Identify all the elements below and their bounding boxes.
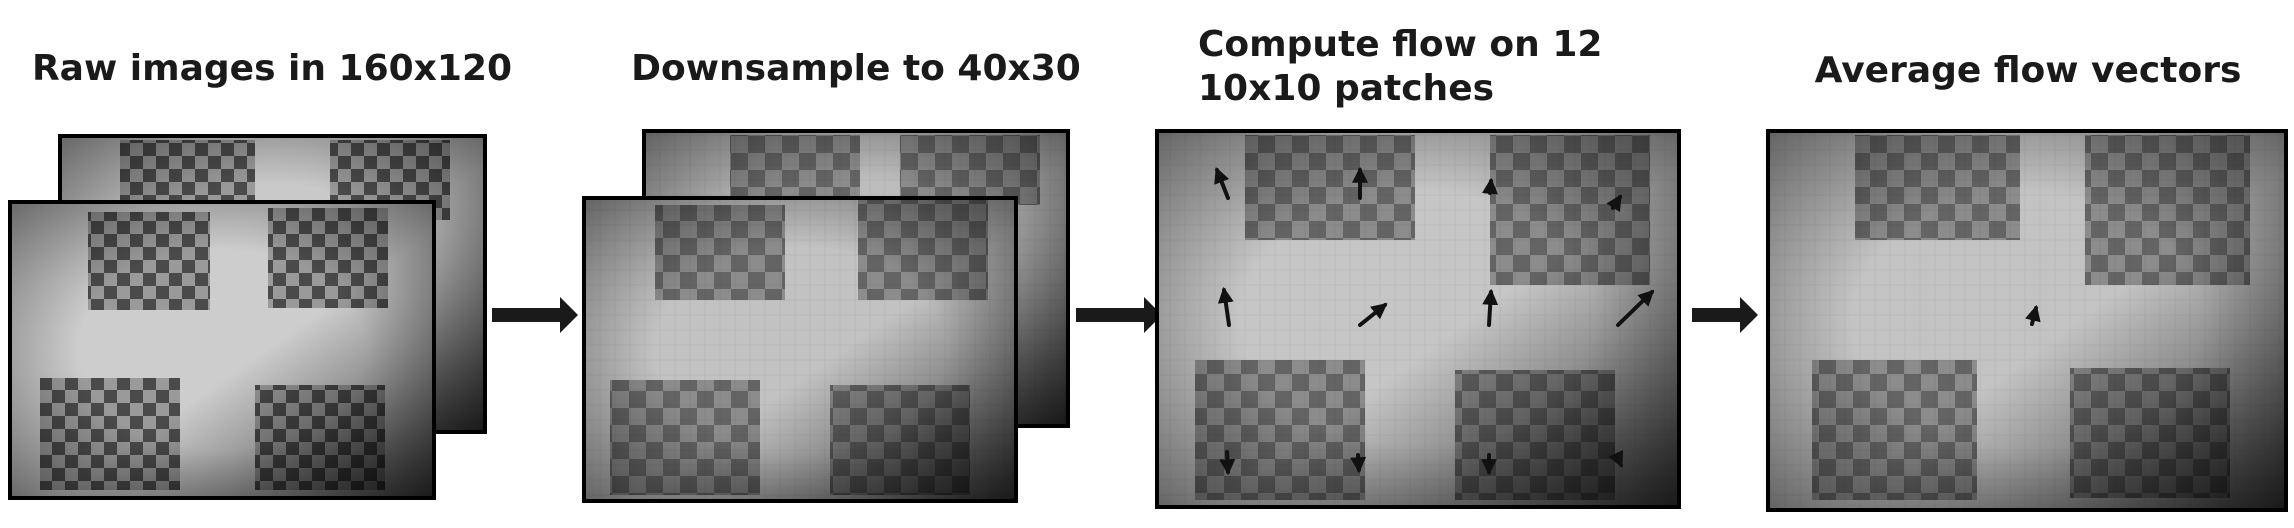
raw-image-front [8,200,436,500]
flow-vector-5 [1217,286,1234,327]
average-flow-image [1766,129,2288,512]
flow-vector-10 [1350,453,1367,474]
flow-vector-6 [1358,303,1388,327]
flow-vector-4 [1606,194,1622,213]
stage1-title: Raw images in 160x120 [32,48,512,89]
stage4-title: Average flow vectors [1815,50,2242,91]
pipeline-arrow-1 [492,297,578,333]
flow-vector-8 [1616,289,1655,327]
average-flow-vector [2025,304,2041,326]
flow-vector-3 [1481,177,1498,195]
flow-vector-9 [1219,450,1236,476]
flow-vector-7 [1482,288,1499,327]
stage2-title: Downsample to 40x30 [631,48,1081,89]
pipeline-arrow-2 [1076,297,1162,333]
pipeline-arrow-3 [1692,297,1758,333]
flow-vector-12 [1608,450,1624,468]
downsampled-image-front [582,196,1018,503]
flow-vector-1 [1214,167,1230,200]
stage3-title-line1: Compute flow on 12 [1198,24,1602,65]
stage3-title-line2: 10x10 patches [1198,68,1494,109]
flow-patches-image [1155,129,1681,509]
